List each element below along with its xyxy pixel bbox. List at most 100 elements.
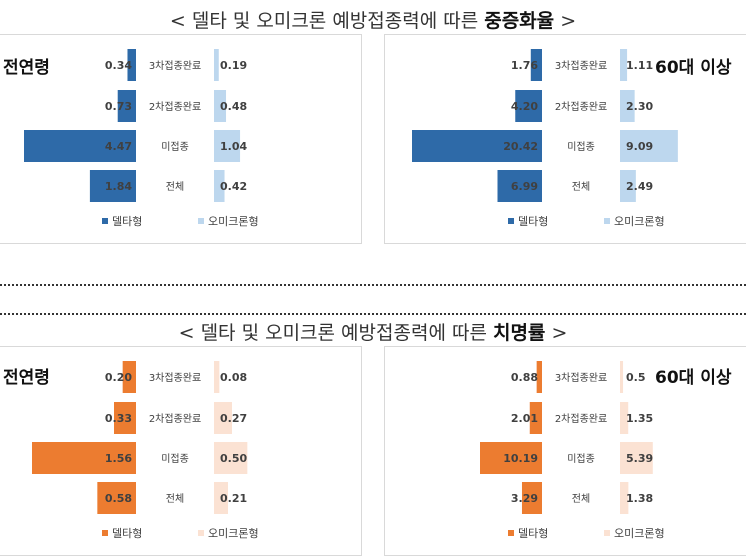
delta-value-label: 3.29 xyxy=(511,492,538,505)
fatality-all-ages-panel: 전연령 0.20 0.08 3차접종완료 0.33 0.27 2차접종완료 1.56 0.50… xyxy=(0,346,362,556)
category-label: 전체 xyxy=(572,493,590,505)
omicron-bar xyxy=(214,170,225,202)
delta-value-label: 1.76 xyxy=(511,59,538,72)
omicron-value-label: 1.35 xyxy=(626,412,653,425)
delta-value-label: 1.56 xyxy=(105,452,132,465)
legend-label-omicron: 오미크론형 xyxy=(208,527,259,540)
delta-value-label: 0.33 xyxy=(105,412,132,425)
omicron-bar xyxy=(620,361,624,393)
legend-swatch-omicron xyxy=(604,218,610,224)
legend-swatch-delta xyxy=(508,218,514,224)
delta-bar xyxy=(480,442,542,474)
category-label: 2차접종완료 xyxy=(149,413,201,425)
severity-title-highlight: 중증화율 xyxy=(484,10,555,32)
delta-bar xyxy=(89,170,136,202)
category-label: 미접종 xyxy=(161,453,189,465)
omicron-bar xyxy=(620,90,635,122)
omicron-value-label: 0.27 xyxy=(220,412,247,425)
omicron-bar xyxy=(620,170,636,202)
omicron-value-label: 0.48 xyxy=(220,100,247,113)
omicron-value-label: 1.04 xyxy=(220,140,247,153)
omicron-value-label: 0.08 xyxy=(220,371,247,384)
fatality-section-title: < 델타 및 오미크론 예방접종력에 따른 치명률 > xyxy=(0,318,746,345)
omicron-value-label: 1.11 xyxy=(626,59,653,72)
fatality-title-prefix: < 델타 및 오미크론 예방접종력에 따른 xyxy=(178,322,493,344)
omicron-value-label: 5.39 xyxy=(626,452,653,465)
delta-value-label: 0.58 xyxy=(105,492,132,505)
severity-60plus-panel: 60대 이상 1.76 1.11 3차접종완료 4.20 2.30 2차접종완료 20.42… xyxy=(384,34,746,244)
legend-swatch-delta xyxy=(508,530,514,536)
category-label: 3차접종완료 xyxy=(555,60,607,72)
category-label: 미접종 xyxy=(161,141,189,153)
severity-section-title: < 델타 및 오미크론 예방접종력에 따른 중증화율 > xyxy=(0,6,746,33)
omicron-value-label: 2.49 xyxy=(626,180,653,193)
severity-all-ages-chart: 0.34 0.19 3차접종완료 0.73 0.48 2차접종완료 4.47 1.04 미접종 1… xyxy=(24,49,259,228)
severity-all-ages-panel: 전연령 0.34 0.19 3차접종완료 0.73 0.48 2차접종완료 4.47 1.04… xyxy=(0,34,362,244)
legend-swatch-omicron xyxy=(198,530,204,536)
omicron-bar xyxy=(214,482,228,514)
legend-label-omicron: 오미크론형 xyxy=(614,527,665,540)
omicron-value-label: 0.50 xyxy=(220,452,247,465)
delta-bar xyxy=(97,482,136,514)
delta-value-label: 1.84 xyxy=(105,180,132,193)
category-label: 3차접종완료 xyxy=(555,372,607,384)
delta-bar xyxy=(536,361,542,393)
panel-label: 전연령 xyxy=(3,368,50,388)
legend-swatch-delta xyxy=(102,530,108,536)
delta-bar xyxy=(122,361,136,393)
delta-bar xyxy=(412,130,542,162)
legend-label-delta: 델타형 xyxy=(518,527,548,540)
delta-value-label: 0.34 xyxy=(105,59,132,72)
fatality-title-suffix: > xyxy=(545,322,568,344)
omicron-value-label: 0.21 xyxy=(220,492,247,505)
panel-label: 전연령 xyxy=(3,58,50,78)
delta-bar xyxy=(24,130,136,162)
omicron-value-label: 0.5 xyxy=(626,371,646,384)
severity-title-prefix: < 델타 및 오미크론 예방접종력에 따른 xyxy=(169,10,485,32)
omicron-bar xyxy=(620,130,678,162)
category-label: 2차접종완료 xyxy=(149,101,201,113)
delta-bar xyxy=(521,482,542,514)
category-label: 2차접종완료 xyxy=(555,413,607,425)
delta-bar xyxy=(32,442,136,474)
legend-swatch-delta xyxy=(102,218,108,224)
delta-bar xyxy=(515,90,542,122)
delta-value-label: 2.01 xyxy=(511,412,538,425)
fatality-title-highlight: 치명률 xyxy=(492,322,546,344)
delta-bar xyxy=(530,49,542,81)
delta-bar xyxy=(497,170,542,202)
omicron-bar xyxy=(620,482,629,514)
panel-label: 60대 이상 xyxy=(655,368,732,388)
legend-label-delta: 델타형 xyxy=(112,215,142,228)
severity-60plus-chart: 1.76 1.11 3차접종완료 4.20 2.30 2차접종완료 20.42 9.09 미접종… xyxy=(412,49,678,228)
category-label: 전체 xyxy=(166,493,184,505)
omicron-bar xyxy=(620,49,628,81)
delta-bar xyxy=(114,402,136,434)
omicron-bar xyxy=(620,402,629,434)
delta-value-label: 6.99 xyxy=(511,180,538,193)
delta-value-label: 0.73 xyxy=(105,100,132,113)
omicron-value-label: 2.30 xyxy=(626,100,653,113)
category-label: 미접종 xyxy=(567,453,595,465)
legend-swatch-omicron xyxy=(604,530,610,536)
category-label: 3차접종완료 xyxy=(149,372,201,384)
omicron-bar xyxy=(620,442,653,474)
omicron-bar xyxy=(214,361,220,393)
category-label: 전체 xyxy=(166,181,184,193)
omicron-value-label: 9.09 xyxy=(626,140,653,153)
category-label: 전체 xyxy=(572,181,590,193)
category-label: 3차접종완료 xyxy=(149,60,201,72)
fatality-all-ages-chart: 0.20 0.08 3차접종완료 0.33 0.27 2차접종완료 1.56 0.50 미접종 0… xyxy=(32,361,259,540)
category-label: 2차접종완료 xyxy=(555,101,607,113)
fatality-60plus-chart: 0.88 0.5 3차접종완료 2.01 1.35 2차접종완료 10.19 5.39 미접종 3… xyxy=(480,361,665,540)
delta-value-label: 0.88 xyxy=(511,371,538,384)
dotted-divider xyxy=(0,284,746,286)
omicron-value-label: 0.19 xyxy=(220,59,247,72)
panel-label: 60대 이상 xyxy=(655,58,732,78)
delta-bar xyxy=(529,402,542,434)
delta-bar xyxy=(127,49,136,81)
legend-label-omicron: 오미크론형 xyxy=(614,215,665,228)
delta-value-label: 20.42 xyxy=(503,140,538,153)
delta-value-label: 4.20 xyxy=(511,100,538,113)
delta-value-label: 4.47 xyxy=(105,140,132,153)
